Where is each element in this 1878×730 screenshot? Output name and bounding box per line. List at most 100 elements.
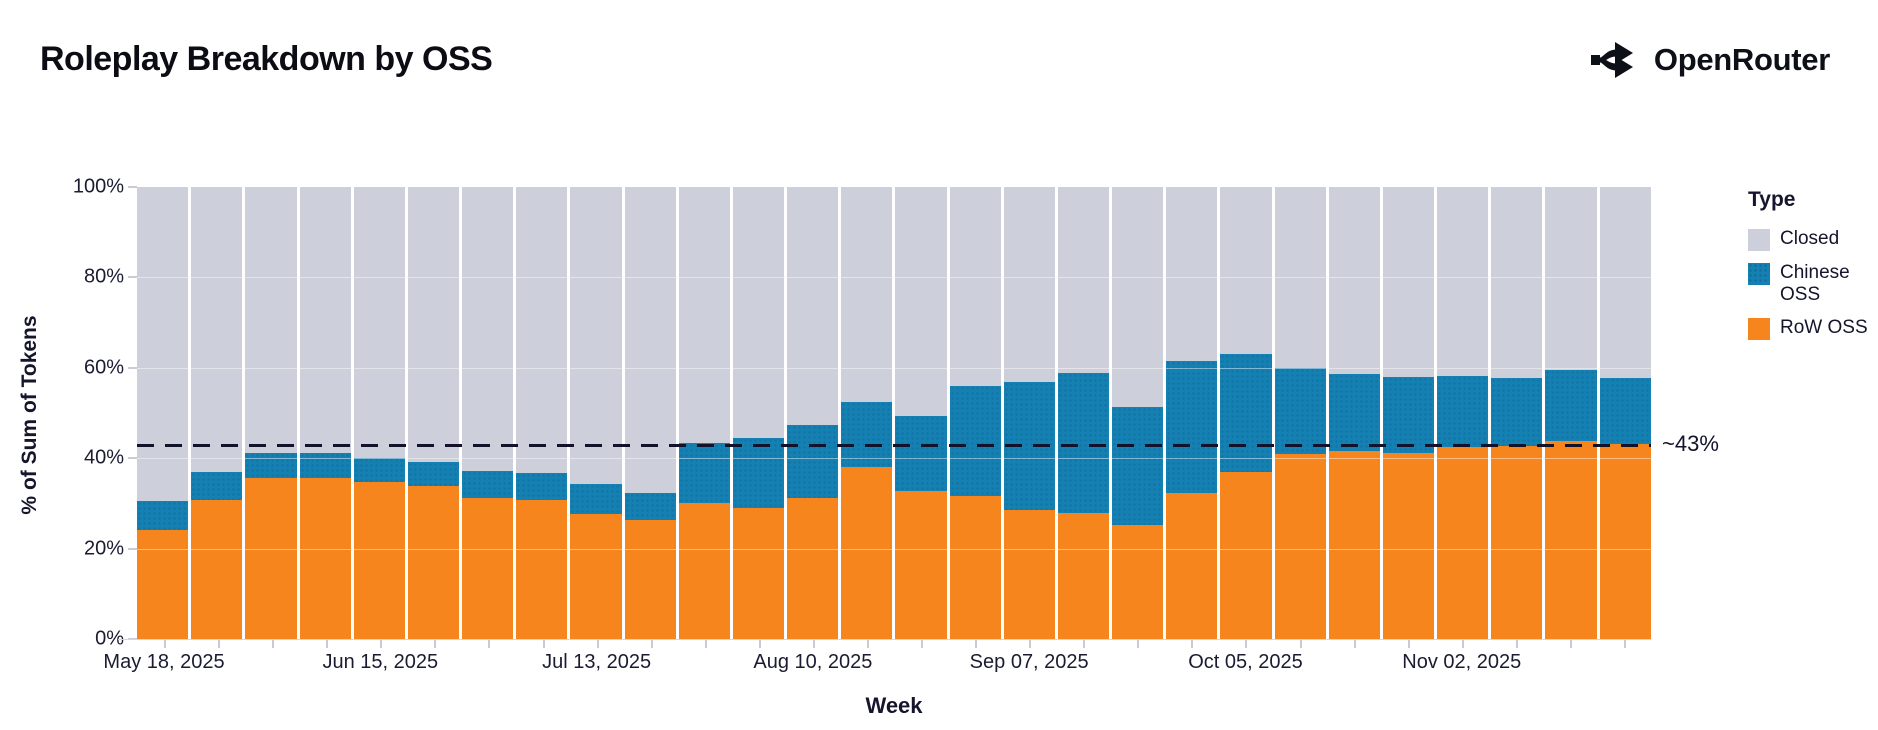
bar-segment-row-oss[interactable] [1274, 454, 1326, 639]
bar-segment-closed[interactable] [1003, 187, 1055, 383]
bar-segment-row-oss[interactable] [787, 497, 839, 639]
bar-segment-chinese-oss[interactable] [895, 416, 947, 492]
bar-segment-chinese-oss[interactable] [462, 470, 514, 498]
bar-segment-row-oss[interactable] [895, 491, 947, 639]
bar-segment-row-oss[interactable] [516, 499, 568, 639]
bar-segment-closed[interactable] [462, 187, 514, 471]
bar-jul-06-2025[interactable] [516, 187, 568, 639]
bar-segment-closed[interactable] [1328, 187, 1380, 375]
bar-oct-26-2025[interactable] [1382, 187, 1435, 639]
bar-segment-closed[interactable] [1220, 187, 1272, 355]
bar-sep-14-2025[interactable] [1057, 187, 1110, 639]
bar-nov-23-2025[interactable] [1599, 187, 1651, 639]
bar-segment-closed[interactable] [1112, 187, 1164, 407]
bar-oct-12-2025[interactable] [1274, 187, 1326, 639]
bar-segment-closed[interactable] [949, 187, 1001, 386]
bar-aug-03-2025[interactable] [732, 187, 785, 639]
bar-segment-chinese-oss[interactable] [949, 385, 1001, 497]
bar-segment-closed[interactable] [570, 187, 622, 485]
bar-segment-chinese-oss[interactable] [732, 438, 785, 509]
bar-oct-19-2025[interactable] [1328, 187, 1380, 639]
bar-segment-closed[interactable] [1274, 187, 1326, 369]
bar-aug-17-2025[interactable] [841, 187, 893, 639]
bar-segment-closed[interactable] [1599, 187, 1651, 379]
bar-segment-closed[interactable] [895, 187, 947, 417]
bar-nov-16-2025[interactable] [1545, 187, 1597, 639]
bar-segment-chinese-oss[interactable] [1328, 374, 1380, 451]
bar-segment-chinese-oss[interactable] [1220, 354, 1272, 472]
bar-jun-15-2025[interactable] [353, 187, 405, 639]
bar-oct-05-2025[interactable] [1220, 187, 1272, 639]
bar-sep-28-2025[interactable] [1166, 187, 1218, 639]
bar-segment-chinese-oss[interactable] [1491, 378, 1543, 446]
bar-segment-chinese-oss[interactable] [191, 471, 243, 500]
bar-segment-closed[interactable] [516, 187, 568, 473]
bar-segment-chinese-oss[interactable] [1112, 406, 1164, 526]
bar-segment-closed[interactable] [678, 187, 730, 444]
bar-jun-22-2025[interactable] [407, 187, 460, 639]
bar-segment-row-oss[interactable] [299, 477, 351, 639]
bar-sep-07-2025[interactable] [1003, 187, 1055, 639]
bar-segment-chinese-oss[interactable] [245, 453, 297, 479]
bar-segment-closed[interactable] [1437, 187, 1489, 376]
bar-aug-10-2025[interactable] [787, 187, 839, 639]
bar-segment-chinese-oss[interactable] [516, 472, 568, 500]
bar-segment-row-oss[interactable] [1057, 512, 1110, 639]
bar-segment-closed[interactable] [299, 187, 351, 453]
bar-jun-29-2025[interactable] [462, 187, 514, 639]
bar-segment-row-oss[interactable] [245, 478, 297, 639]
bar-segment-chinese-oss[interactable] [1545, 370, 1597, 442]
bar-segment-row-oss[interactable] [1491, 446, 1543, 639]
bar-segment-closed[interactable] [245, 187, 297, 454]
bar-segment-row-oss[interactable] [1328, 450, 1380, 639]
bar-segment-chinese-oss[interactable] [1274, 368, 1326, 455]
bar-segment-row-oss[interactable] [732, 508, 785, 639]
bar-segment-chinese-oss[interactable] [407, 461, 460, 487]
bar-segment-chinese-oss[interactable] [624, 493, 676, 521]
bar-segment-row-oss[interactable] [1112, 525, 1164, 639]
bar-segment-chinese-oss[interactable] [1166, 361, 1218, 494]
bar-segment-row-oss[interactable] [841, 467, 893, 639]
bar-segment-closed[interactable] [191, 187, 243, 472]
bar-segment-row-oss[interactable] [137, 530, 189, 639]
bar-segment-chinese-oss[interactable] [787, 425, 839, 498]
bar-segment-chinese-oss[interactable] [570, 484, 622, 515]
bar-aug-24-2025[interactable] [895, 187, 947, 639]
bar-aug-31-2025[interactable] [949, 187, 1001, 639]
bar-segment-chinese-oss[interactable] [137, 501, 189, 531]
bar-jul-13-2025[interactable] [570, 187, 622, 639]
bar-segment-row-oss[interactable] [678, 503, 730, 639]
bar-may-18-2025[interactable] [137, 187, 189, 639]
bar-segment-closed[interactable] [1166, 187, 1218, 362]
bar-segment-chinese-oss[interactable] [299, 452, 351, 478]
bar-segment-chinese-oss[interactable] [841, 401, 893, 468]
bar-segment-closed[interactable] [732, 187, 785, 439]
bar-jul-20-2025[interactable] [624, 187, 676, 639]
bar-segment-closed[interactable] [1491, 187, 1543, 379]
bar-segment-row-oss[interactable] [1003, 510, 1055, 639]
bar-segment-closed[interactable] [624, 187, 676, 494]
bar-segment-row-oss[interactable] [407, 486, 460, 639]
bar-segment-row-oss[interactable] [1382, 452, 1435, 639]
bar-segment-closed[interactable] [353, 187, 405, 459]
bar-segment-chinese-oss[interactable] [1382, 376, 1435, 453]
bar-segment-closed[interactable] [1382, 187, 1435, 377]
bar-segment-row-oss[interactable] [1545, 441, 1597, 639]
bar-jun-01-2025[interactable] [245, 187, 297, 639]
bar-segment-closed[interactable] [407, 187, 460, 462]
legend-item-closed[interactable]: Closed [1748, 228, 1870, 251]
bar-segment-chinese-oss[interactable] [1437, 375, 1489, 447]
bar-segment-row-oss[interactable] [353, 481, 405, 639]
bar-segment-closed[interactable] [137, 187, 189, 502]
bar-segment-row-oss[interactable] [462, 497, 514, 639]
bar-segment-row-oss[interactable] [1220, 471, 1272, 639]
bar-segment-row-oss[interactable] [1166, 493, 1218, 639]
bar-jul-27-2025[interactable] [678, 187, 730, 639]
bar-segment-row-oss[interactable] [1437, 446, 1489, 639]
bar-may-25-2025[interactable] [191, 187, 243, 639]
bar-segment-chinese-oss[interactable] [678, 443, 730, 504]
bar-segment-row-oss[interactable] [624, 520, 676, 639]
bar-segment-closed[interactable] [1545, 187, 1597, 371]
legend-item-row-oss[interactable]: RoW OSS [1748, 317, 1870, 340]
bar-segment-closed[interactable] [787, 187, 839, 426]
